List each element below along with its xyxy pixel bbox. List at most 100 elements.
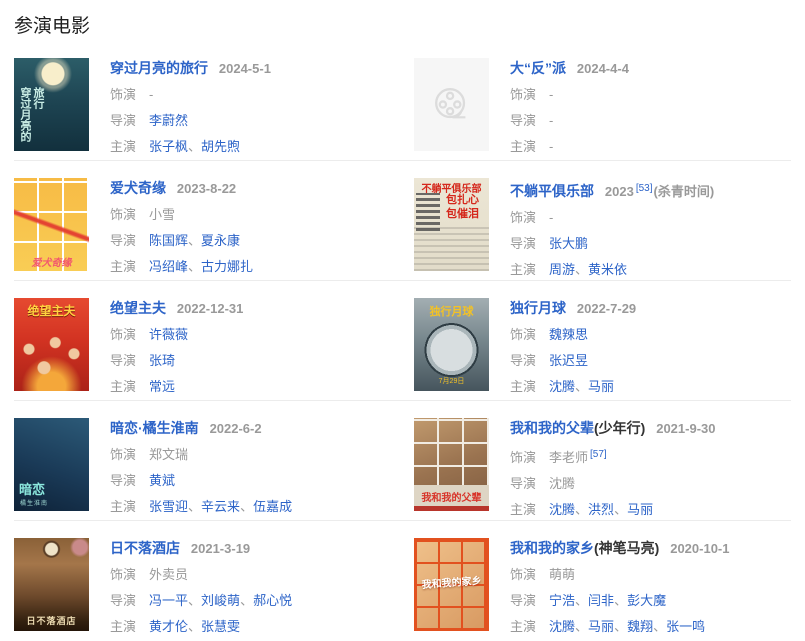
movie-info: 爱犬奇缘 2023-8-22 饰演 小雪 导演 陈国辉、夏永康 主演 冯绍峰、古力娜扎 xyxy=(110,178,414,274)
director-line: 导演 张琦 xyxy=(110,348,414,374)
movie-poster[interactable]: 穿过月亮的旅行 xyxy=(14,58,89,151)
movie-release-date: 2022-6-2 xyxy=(209,421,262,436)
movie-title-line: 不躺平俱乐部 2023 [53](杀青时间) xyxy=(510,179,791,201)
person-link[interactable]: 辛云来 xyxy=(201,499,241,514)
poster-text: 独行月球 xyxy=(429,306,474,318)
cast-value: 沈腾、马丽、魏翔、张一鸣 xyxy=(549,619,706,634)
movie-title-line: 爱犬奇缘 2023-8-22 xyxy=(110,179,414,198)
person-link[interactable]: 沈腾 xyxy=(549,619,576,634)
person-link[interactable]: 魏翔 xyxy=(627,619,654,634)
movie-title-link[interactable]: 不躺平俱乐部 xyxy=(510,183,594,199)
role-label: 饰演 xyxy=(510,87,537,102)
person-link[interactable]: 黄米依 xyxy=(588,262,628,277)
movie-entry: 我和我的父辈 我和我的父辈(少年行) 2021-9-30 饰演 李老师 [57] 导… xyxy=(414,401,791,521)
movie-info: 暗恋·橘生淮南 2022-6-2 饰演 郑文瑞 导演 黄斌 主演 张雪迎、辛云来、伍嘉… xyxy=(110,418,414,514)
role-name: - xyxy=(549,87,554,102)
movie-poster[interactable]: 独行月球 7月29日 xyxy=(414,298,489,391)
movie-title-link[interactable]: 独行月球 xyxy=(510,300,566,316)
person-link[interactable]: 夏永康 xyxy=(201,233,241,248)
person-link[interactable]: 郝心悦 xyxy=(253,593,293,608)
role-label: 饰演 xyxy=(110,327,137,342)
person-link[interactable]: 张琦 xyxy=(149,353,176,368)
director-label: 导演 xyxy=(510,593,537,608)
cast-label: 主演 xyxy=(110,619,137,634)
person-link[interactable]: 刘峻萌 xyxy=(201,593,241,608)
director-label: 导演 xyxy=(510,113,537,128)
person-link[interactable]: 张子枫 xyxy=(149,139,189,154)
director-line: 导演 李蔚然 xyxy=(110,108,414,134)
movie-title-link[interactable]: 大“反”派 xyxy=(510,60,566,76)
reference-link[interactable]: [53] xyxy=(635,183,653,194)
person-link[interactable]: 黄斌 xyxy=(149,473,176,488)
person-link[interactable]: 伍嘉成 xyxy=(253,499,293,514)
person-link[interactable]: 周游 xyxy=(549,262,576,277)
person-link[interactable]: 胡先煦 xyxy=(201,139,241,154)
role-name: 郑文瑞 xyxy=(149,447,189,462)
movie-poster[interactable]: 不躺平俱乐部 包扎心 包催泪 xyxy=(414,178,489,271)
movie-title-line: 暗恋·橘生淮南 2022-6-2 xyxy=(110,419,414,438)
person-link[interactable]: 彭大魔 xyxy=(627,593,667,608)
movie-release-date: 2022-7-29 xyxy=(576,301,637,316)
cast-label: 主演 xyxy=(510,619,537,634)
person-link[interactable]: 陈国辉 xyxy=(149,233,189,248)
reference-link[interactable]: [57] xyxy=(590,449,607,460)
role-line: 饰演 魏辣思 xyxy=(510,322,791,348)
movie-poster[interactable]: 我和我的家乡 xyxy=(414,538,489,631)
person-link[interactable]: 张一鸣 xyxy=(666,619,706,634)
director-value: 李蔚然 xyxy=(149,113,188,128)
person-link[interactable]: 张大鹏 xyxy=(549,236,589,251)
movie-title-link[interactable]: 暗恋·橘生淮南 xyxy=(110,420,199,436)
movie-info: 穿过月亮的旅行 2024-5-1 饰演 - 导演 李蔚然 主演 张子枫、胡先煦 xyxy=(110,58,414,154)
movie-poster[interactable]: 爱犬奇缘 xyxy=(14,178,89,271)
cast-line: 主演 - xyxy=(510,134,791,160)
director-value: 陈国辉、夏永康 xyxy=(149,233,241,248)
movie-title-link[interactable]: 日不落酒店 xyxy=(110,540,180,556)
person-link[interactable]: 沈腾 xyxy=(549,379,576,394)
person-link[interactable]: 闫非 xyxy=(588,593,615,608)
movie-entry: 我和我的家乡 我和我的家乡(神笔马亮) 2020-10-1 饰演 萌萌 导演 宁浩、… xyxy=(414,521,791,640)
role-label: 饰演 xyxy=(110,567,137,582)
role-value: 魏辣思 xyxy=(549,327,588,342)
person-link[interactable]: 冯一平 xyxy=(149,593,189,608)
poster-text: 不躺平俱乐部 xyxy=(421,184,482,195)
movie-poster[interactable]: 日不落酒店 xyxy=(14,538,89,631)
movie-title-line: 独行月球 2022-7-29 xyxy=(510,299,791,318)
movie-title-link[interactable]: 爱犬奇缘 xyxy=(110,180,166,196)
person-link[interactable]: 黄才伦 xyxy=(149,619,189,634)
person-link[interactable]: 宁浩 xyxy=(549,593,576,608)
person-link[interactable]: 马丽 xyxy=(588,379,615,394)
person-link[interactable]: 洪烈 xyxy=(588,502,615,517)
movie-poster[interactable]: 暗恋 橘生淮南 xyxy=(14,418,89,511)
movie-poster[interactable]: 绝望主夫 xyxy=(14,298,89,391)
person-link[interactable]: 冯绍峰 xyxy=(149,259,189,274)
director-label: 导演 xyxy=(110,233,137,248)
role-name: - xyxy=(549,210,554,225)
person-link[interactable]: 古力娜扎 xyxy=(201,259,254,274)
director-label: 导演 xyxy=(510,476,537,491)
person-link[interactable]: 常远 xyxy=(149,379,176,394)
person-link[interactable]: 马丽 xyxy=(627,502,654,517)
person-link[interactable]: 张雪迎 xyxy=(149,499,189,514)
role-label: 饰演 xyxy=(110,207,137,222)
movie-poster[interactable]: 我和我的父辈 xyxy=(414,418,489,511)
person-link[interactable]: 马丽 xyxy=(588,619,615,634)
poster-text: 暗恋 xyxy=(19,482,46,497)
role-link[interactable]: 许薇薇 xyxy=(149,327,189,342)
cast-value: 常远 xyxy=(149,379,175,394)
movie-title-link[interactable]: 绝望主夫 xyxy=(110,300,166,316)
director-value: 宁浩、闫非、彭大魔 xyxy=(549,593,667,608)
movie-title-link[interactable]: 穿过月亮的旅行 xyxy=(110,60,208,76)
cast-value: 张子枫、胡先煦 xyxy=(149,139,241,154)
movie-title-line: 穿过月亮的旅行 2024-5-1 xyxy=(110,59,414,78)
role-link[interactable]: 魏辣思 xyxy=(549,327,589,342)
person-link[interactable]: 李蔚然 xyxy=(149,113,189,128)
role-line: 饰演 - xyxy=(510,82,791,108)
movie-title-link[interactable]: 我和我的父辈 xyxy=(510,420,594,436)
movie-poster[interactable] xyxy=(414,58,489,151)
movie-title-link[interactable]: 我和我的家乡 xyxy=(510,540,594,556)
movie-info: 绝望主夫 2022-12-31 饰演 许薇薇 导演 张琦 主演 常远 xyxy=(110,298,414,394)
person-link[interactable]: 张迟昱 xyxy=(549,353,589,368)
person-link[interactable]: 沈腾 xyxy=(549,502,576,517)
person-name: 沈腾 xyxy=(549,476,576,491)
person-link[interactable]: 张慧雯 xyxy=(201,619,241,634)
